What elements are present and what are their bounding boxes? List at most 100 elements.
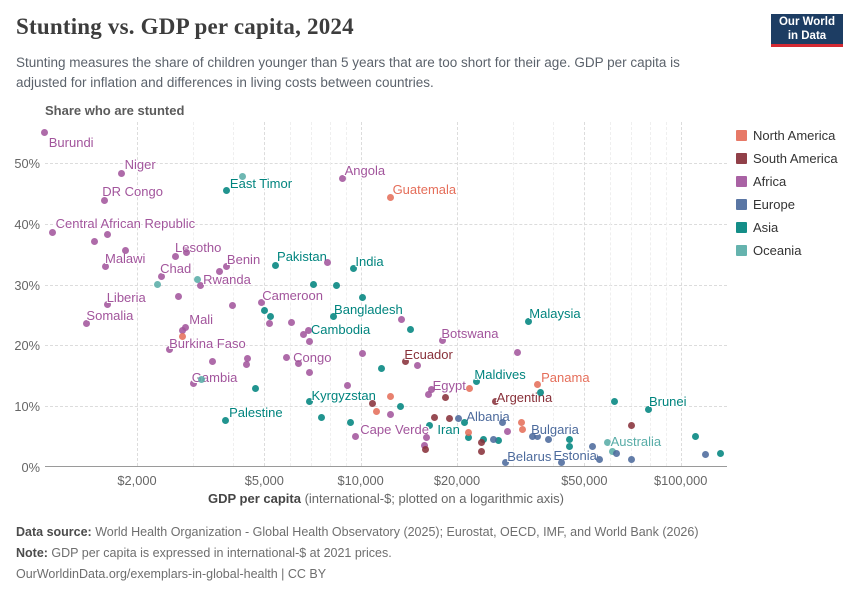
data-point-panama[interactable] [533, 381, 541, 389]
data-point[interactable] [445, 415, 453, 423]
point-label[interactable]: India [355, 253, 384, 269]
data-point-rwanda[interactable] [196, 282, 204, 290]
data-point[interactable] [612, 449, 620, 457]
point-label[interactable]: East Timor [229, 175, 293, 191]
point-label[interactable]: Burkina Faso [169, 335, 246, 351]
point-label[interactable]: Australia [610, 434, 662, 450]
point-label[interactable]: Argentina [496, 389, 553, 405]
point-label[interactable]: Pakistan [277, 249, 327, 265]
data-point[interactable] [300, 330, 308, 338]
data-point-cambodia[interactable] [330, 313, 338, 321]
data-point[interactable] [441, 394, 449, 402]
data-point[interactable] [198, 375, 206, 383]
point-label[interactable]: Cape Verde [360, 421, 429, 437]
data-point[interactable] [627, 421, 635, 429]
data-point-argentina[interactable] [492, 398, 500, 406]
data-point[interactable] [228, 301, 236, 309]
data-point[interactable] [610, 398, 618, 406]
data-point[interactable] [347, 419, 355, 427]
data-point[interactable] [691, 433, 699, 441]
point-label[interactable]: Bulgaria [531, 421, 579, 437]
data-point[interactable] [396, 403, 404, 411]
data-point[interactable] [304, 327, 312, 335]
data-point[interactable] [544, 435, 552, 443]
legend-item-europe[interactable]: Europe [736, 197, 838, 212]
data-point-belarus[interactable] [501, 458, 509, 466]
data-point[interactable] [244, 355, 252, 363]
data-point-mali[interactable] [181, 323, 189, 331]
data-point[interactable] [517, 418, 525, 426]
data-point[interactable] [306, 338, 313, 346]
data-point-gambia[interactable] [190, 380, 198, 388]
data-point[interactable] [627, 456, 635, 464]
point-label[interactable]: Ecuador [404, 346, 453, 362]
data-point[interactable] [489, 435, 497, 443]
point-label[interactable]: Iran [437, 421, 460, 437]
data-point[interactable] [317, 414, 325, 422]
data-point-palestine[interactable] [221, 417, 229, 425]
point-label[interactable]: Panama [541, 369, 590, 385]
data-point-brunei[interactable] [645, 406, 653, 414]
point-label[interactable]: Lesotho [175, 240, 222, 256]
data-point[interactable] [287, 318, 295, 326]
data-point[interactable] [503, 428, 511, 436]
data-point-india[interactable] [349, 265, 357, 273]
data-point-malaysia[interactable] [524, 318, 532, 326]
data-point[interactable] [309, 281, 317, 289]
point-label[interactable]: DR Congo [102, 184, 163, 200]
legend-item-north-america[interactable]: North America [736, 128, 838, 143]
data-point-albania[interactable] [454, 415, 462, 423]
point-label[interactable]: Guatemala [392, 182, 457, 198]
data-point[interactable] [104, 230, 112, 238]
data-point-ecuador[interactable] [401, 358, 409, 366]
point-label[interactable]: Somalia [86, 307, 134, 323]
data-point[interactable] [306, 369, 313, 377]
data-point[interactable] [701, 451, 709, 459]
data-point[interactable] [267, 312, 275, 320]
data-point[interactable] [387, 410, 395, 418]
data-point-australia[interactable] [604, 438, 612, 446]
data-point[interactable] [420, 442, 428, 450]
point-label[interactable]: Maldives [474, 366, 526, 382]
data-point[interactable] [477, 439, 485, 447]
data-point[interactable] [565, 435, 573, 443]
data-point[interactable] [464, 429, 472, 437]
data-point-burkina-faso[interactable] [165, 346, 173, 354]
data-point[interactable] [565, 443, 573, 451]
data-point[interactable] [238, 173, 246, 181]
point-label[interactable]: Chad [160, 261, 192, 277]
data-point[interactable] [528, 433, 536, 441]
citation-link-line[interactable]: OurWorldinData.org/exemplars-in-global-h… [16, 567, 327, 581]
data-point[interactable] [518, 426, 526, 434]
data-point-liberia[interactable] [104, 301, 112, 309]
point-label[interactable]: Palestine [229, 404, 283, 420]
data-point[interactable] [179, 327, 187, 335]
data-point[interactable] [427, 386, 435, 394]
data-point-east-timor[interactable] [223, 187, 231, 195]
data-point-chad[interactable] [157, 272, 165, 280]
point-label[interactable]: Kyrgyzstan [311, 387, 376, 403]
data-point-dr-congo[interactable] [100, 196, 108, 204]
legend-item-africa[interactable]: Africa [736, 174, 838, 189]
data-point-cape-verde[interactable] [351, 433, 359, 441]
data-point-iran[interactable] [425, 422, 433, 430]
data-point[interactable] [251, 385, 259, 393]
data-point[interactable] [323, 258, 331, 266]
data-point[interactable] [90, 237, 98, 245]
data-point[interactable] [121, 247, 129, 255]
data-point[interactable] [422, 446, 430, 454]
point-label[interactable]: Cambodia [310, 321, 371, 337]
data-point[interactable] [494, 437, 502, 445]
data-point[interactable] [344, 382, 352, 390]
data-point-maldives[interactable] [472, 378, 480, 386]
data-point[interactable] [430, 414, 438, 422]
point-label[interactable]: Botswana [441, 325, 499, 341]
data-point[interactable] [377, 365, 385, 372]
data-point[interactable] [423, 434, 431, 442]
point-label[interactable]: Bangladesh [334, 301, 403, 317]
data-point[interactable] [372, 407, 380, 415]
data-point[interactable] [513, 349, 521, 357]
data-point[interactable] [215, 267, 223, 275]
point-label[interactable]: Estonia [553, 448, 597, 464]
data-point-bangladesh[interactable] [358, 294, 366, 302]
